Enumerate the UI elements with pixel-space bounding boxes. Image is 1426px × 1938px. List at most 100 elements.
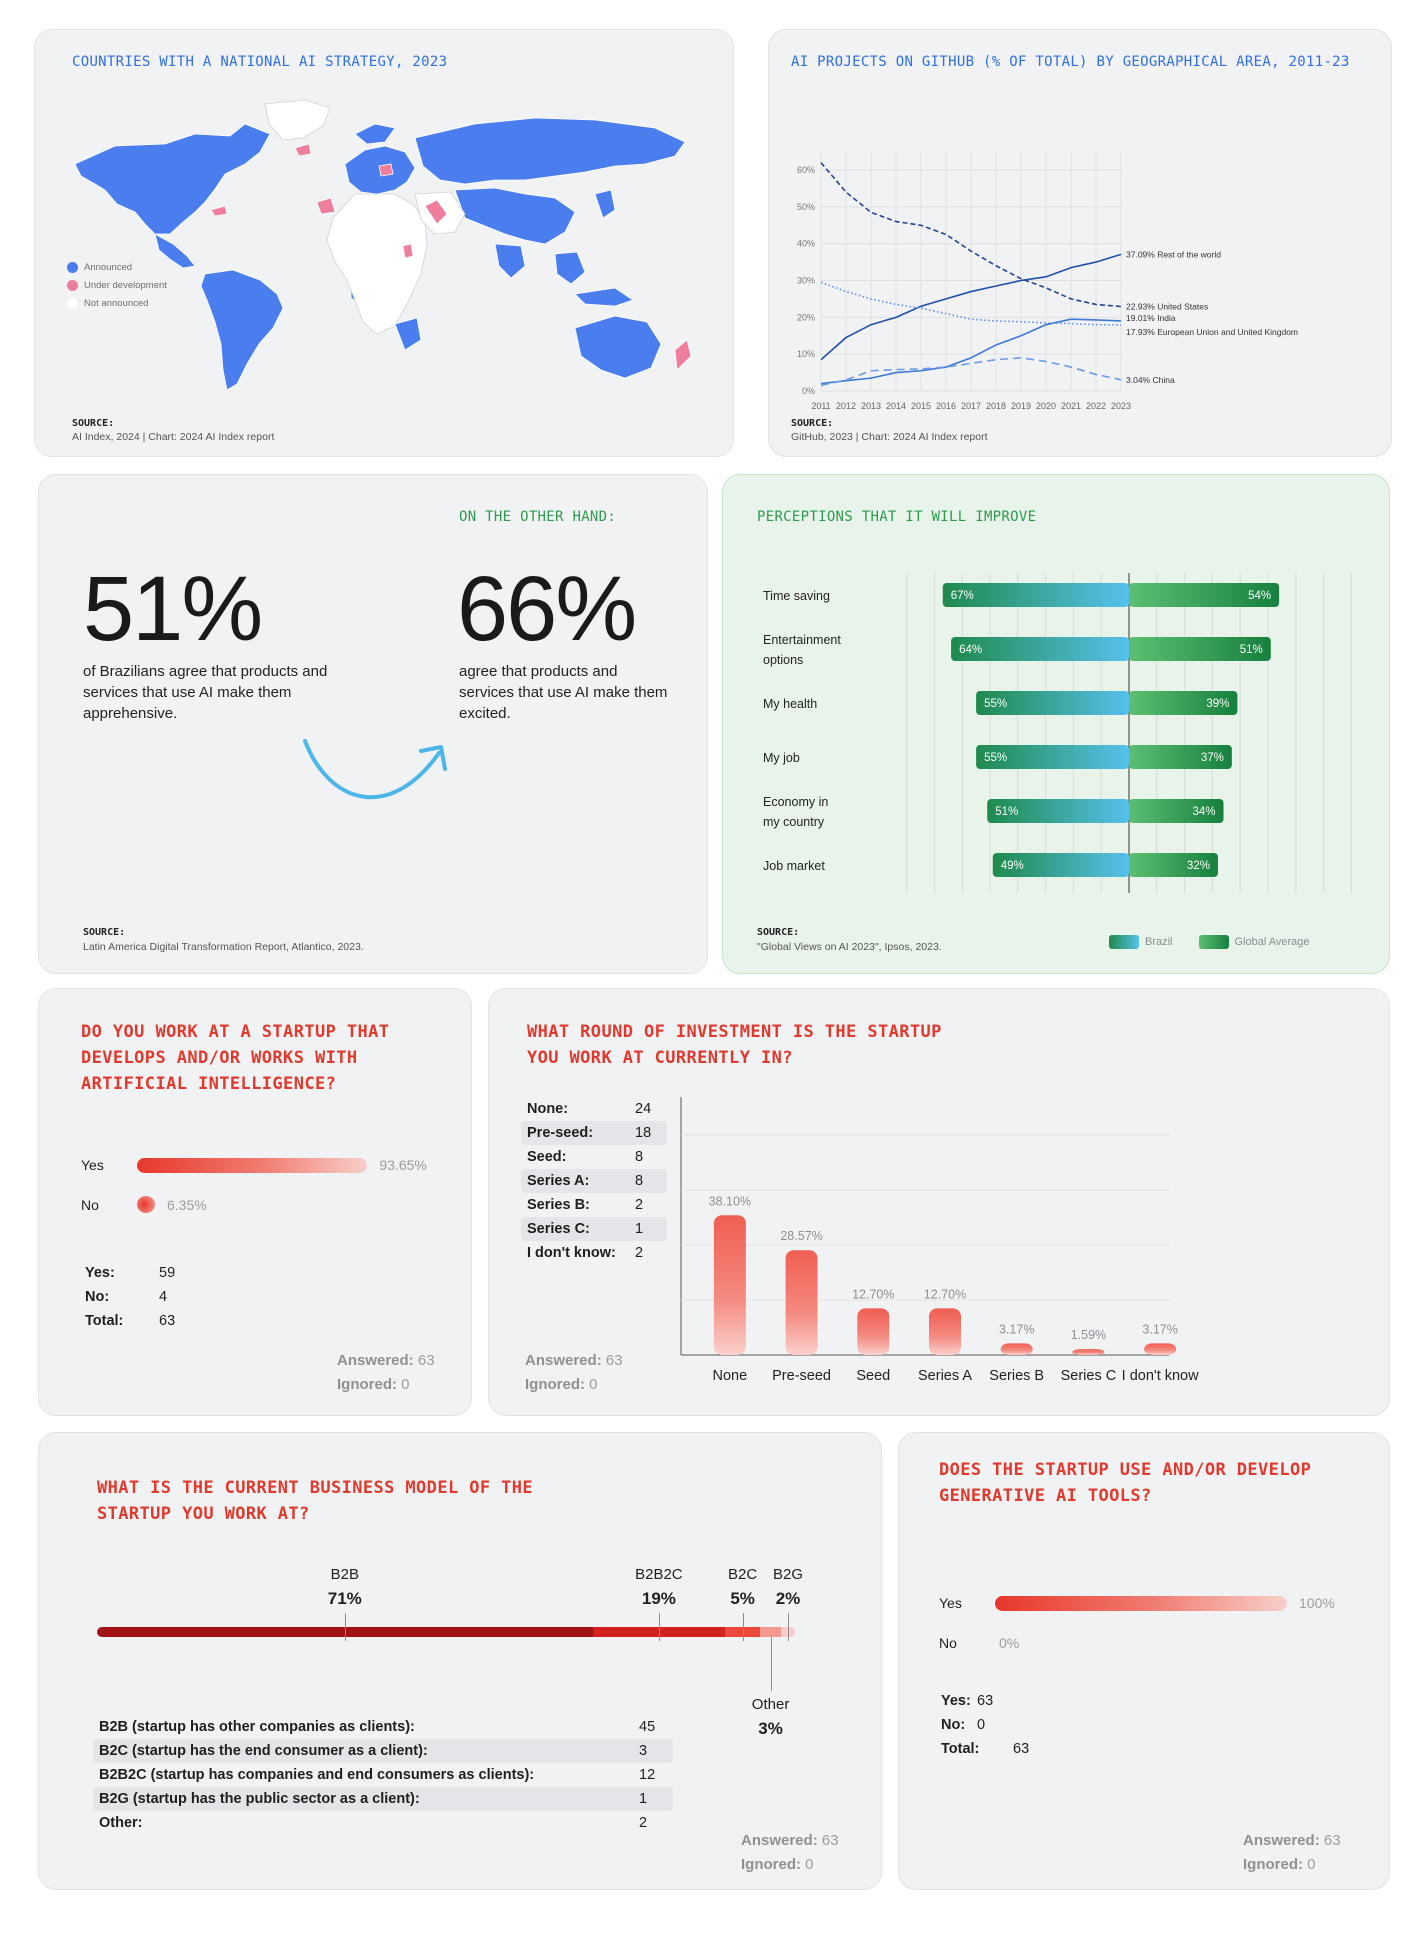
count-row: B2B2C (startup has companies and end con… [93, 1763, 673, 1787]
segment-percent: 19% [641, 1589, 676, 1608]
count-value: 63 [977, 1693, 994, 1709]
legend-under-development: Under development [67, 276, 167, 294]
count-value: 8 [635, 1149, 644, 1165]
x-tick-label: 2023 [1111, 401, 1131, 410]
bar-value-label: 38.10% [709, 1194, 751, 1208]
category-label: None [713, 1368, 748, 1384]
startup-yes-label: Yes [81, 1157, 104, 1173]
ignored-label: Ignored: [1243, 1856, 1303, 1873]
bar-value-label: 12.70% [852, 1287, 894, 1301]
global-value: 54% [1248, 590, 1271, 602]
global-bar [1129, 637, 1271, 661]
ignored-label: Ignored: [525, 1376, 585, 1393]
count-row: B2B (startup has other companies as clie… [93, 1715, 673, 1739]
category-label: Time saving [763, 589, 830, 603]
count-key: Other: [99, 1815, 143, 1831]
startup-no-value: 6.35% [167, 1197, 207, 1213]
ignored-count: 0 [1307, 1856, 1316, 1873]
business-model-card: WHAT IS THE CURRENT BUSINESS MODEL OF TH… [38, 1432, 882, 1890]
count-value: 8 [635, 1173, 644, 1189]
startup-yes-value: 93.65% [379, 1157, 427, 1173]
bar-value-label: 3.17% [999, 1322, 1034, 1336]
investment-round-chart: 38.10% None 28.57% Pre-seed 12.70% Seed 12.70%… [680, 1097, 1199, 1384]
x-tick-label: 2019 [1011, 401, 1031, 410]
legend-brazil: Brazil [1109, 935, 1173, 949]
category-label: Economy in [763, 795, 828, 809]
segment-leader-line [344, 1613, 346, 1641]
map-card: COUNTRIES WITH A NATIONAL AI STRATEGY, 2… [34, 29, 734, 457]
global-bar [1129, 583, 1280, 607]
genai-no-label: No [939, 1635, 957, 1651]
map-source-text: AI Index, 2024 | Chart: 2024 AI Index re… [72, 431, 275, 443]
brazil-value: 55% [984, 698, 1007, 710]
answered-count: 63 [1323, 1832, 1341, 1849]
legend-not-announced-swatch [67, 297, 78, 309]
apprehension-right-value: 66% [457, 558, 637, 660]
segment-name: B2C [728, 1566, 758, 1583]
count-key: No: [941, 1717, 966, 1733]
legend-global-average-label: Global Average [1234, 936, 1310, 948]
global-value: 37% [1201, 752, 1224, 764]
count-value: 4 [159, 1289, 168, 1305]
github-line-chart: 2011 2012 2013 2014 2015 2016 2017 2018 2019 2020… [797, 152, 1298, 410]
startup-no-label: No [81, 1197, 99, 1213]
startup-yes-row: Yes 93.65% [81, 1153, 461, 1177]
ignored-count: 0 [805, 1856, 814, 1873]
bar [1000, 1343, 1033, 1355]
count-row: Total: 63 [79, 1309, 175, 1333]
category-label: Series C [1061, 1368, 1117, 1384]
segment-label-b2b2c: B2B2C 19% [624, 1563, 694, 1611]
brazil-bar [942, 583, 1129, 607]
count-value: 45 [639, 1719, 656, 1735]
count-key: Series B: [527, 1197, 590, 1213]
count-key: None: [527, 1101, 569, 1117]
github-title: AI PROJECTS ON GITHUB (% OF TOTAL) BY GE… [791, 54, 1350, 70]
perceptions-card: PERCEPTIONS THAT IT WILL IMPROVE 80%70%6… [722, 474, 1390, 974]
generative-ai-title: DOES THE STARTUP USE AND/OR DEVELOP GENE… [939, 1460, 1312, 1506]
count-value: 59 [159, 1265, 176, 1281]
x-tick-label: 2016 [936, 401, 956, 410]
legend-announced-label: Announced [84, 261, 133, 273]
count-row: Yes: 63 [935, 1689, 1029, 1713]
answered-count: 63 [417, 1352, 435, 1369]
perceptions-legend: Brazil Global Average [1109, 935, 1310, 949]
segment-percent: 2% [775, 1589, 801, 1608]
model-counts: B2B (startup has other companies as clie… [93, 1715, 673, 1835]
genai-yes-label: Yes [939, 1595, 962, 1611]
ignored-count: 0 [589, 1376, 598, 1393]
count-row: Series A: 8 [521, 1169, 667, 1193]
count-key: Total: [941, 1741, 980, 1757]
count-value: 1 [635, 1221, 644, 1237]
world-map [74, 99, 692, 391]
count-row: Series B: 2 [521, 1193, 667, 1217]
bar-value-label: 12.70% [924, 1287, 966, 1301]
round-counts: None: 24 Pre-seed: 18 Seed: 8 Series A: 8 Se… [521, 1097, 667, 1265]
segment-name: Other [751, 1696, 790, 1713]
brazil-bar [976, 691, 1129, 715]
series-end-label: 19.01% India [1126, 313, 1176, 323]
segment-label-b2b: B2B 71% [310, 1563, 380, 1611]
genai-no-value: 0% [999, 1635, 1020, 1651]
brazil-bar [951, 637, 1129, 661]
bar-value-label: 3.17% [1142, 1322, 1177, 1336]
bar [1144, 1343, 1177, 1355]
genai-yes-value: 100% [1299, 1595, 1335, 1611]
github-source-text: GitHub, 2023 | Chart: 2024 AI Index repo… [791, 431, 988, 443]
bar [713, 1215, 746, 1355]
segment-label-other: Other 3% [736, 1693, 806, 1741]
count-value: 2 [635, 1245, 644, 1261]
startup-no-row: No 6.35% [81, 1193, 461, 1217]
segment-leader-line [742, 1613, 744, 1641]
x-tick-label: 2015 [911, 401, 931, 410]
count-row: Pre-seed: 18 [521, 1121, 667, 1145]
category-label: My health [763, 697, 817, 711]
x-tick-label: 2013 [861, 401, 881, 410]
count-key: B2G (startup has the public sector as a … [99, 1791, 420, 1807]
category-label: my country [763, 815, 825, 829]
perceptions-source-text: "Global Views on AI 2023", Ipsos, 2023. [757, 941, 942, 953]
segment-label-b2g: B2G 2% [753, 1563, 823, 1611]
count-value: 1 [639, 1791, 648, 1807]
category-label: My job [763, 751, 800, 765]
series-line-rest-of-the-world [820, 253, 1122, 361]
bar-value-label: 28.57% [780, 1229, 822, 1243]
